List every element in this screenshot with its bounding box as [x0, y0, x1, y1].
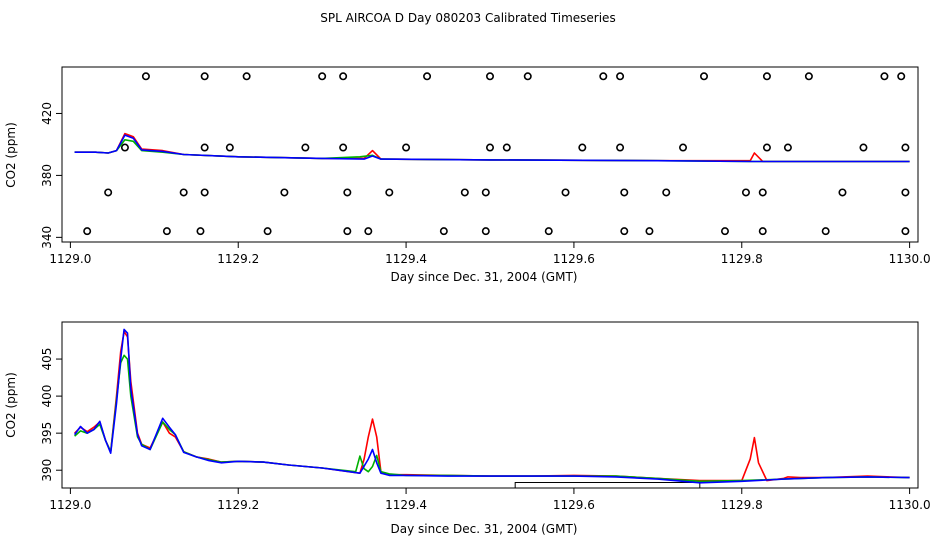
calibration-point [485, 72, 494, 81]
calibration-point [758, 227, 767, 236]
x-tick-label: 1129.6 [553, 252, 595, 266]
y-tick-label: 420 [40, 102, 54, 125]
calibration-point [200, 188, 209, 197]
calibration-point [200, 143, 209, 152]
top-y-axis-label: CO2 (ppm) [4, 122, 18, 188]
calibration-point [485, 143, 494, 152]
x-tick-label: 1129.2 [217, 498, 259, 512]
y-tick-label: 400 [40, 385, 54, 408]
calibration-point [439, 227, 448, 236]
calibration-point [679, 143, 688, 152]
x-tick-label: 1129.8 [721, 498, 763, 512]
y-tick-label: 405 [40, 348, 54, 371]
calibration-point [481, 227, 490, 236]
calibration-point [402, 143, 411, 152]
calibration-point [104, 188, 113, 197]
interval-bracket [514, 481, 701, 488]
y-tick-label: 395 [40, 422, 54, 445]
y-tick-label: 340 [40, 226, 54, 249]
calibration-point [741, 188, 750, 197]
x-tick-label: 1129.2 [217, 252, 259, 266]
x-tick-label: 1129.0 [49, 498, 91, 512]
bottom-axis-ticks: 1129.0 1129.2 1129.4 1129.6 1129.8 1130.0 390 3… [40, 348, 931, 512]
calibration-point [821, 227, 830, 236]
calibration-point [859, 143, 868, 152]
calibration-point [599, 72, 608, 81]
y-tick-label: 390 [40, 459, 54, 482]
calibration-point [561, 188, 570, 197]
calibration-point [620, 188, 629, 197]
calibration-point [225, 143, 234, 152]
calibration-point [838, 188, 847, 197]
y-tick-label: 380 [40, 164, 54, 187]
top-plot-frame [61, 66, 919, 243]
calibration-point [141, 72, 150, 81]
x-tick-label: 1130.0 [889, 252, 931, 266]
bottom-panel: 1129.0 1129.2 1129.4 1129.6 1129.8 1130.0 390 3… [4, 321, 931, 536]
calibration-point [162, 227, 171, 236]
top-calibration-points [83, 72, 910, 236]
series-line-blue [73, 328, 910, 484]
calibration-point [385, 188, 394, 197]
top-x-axis-label: Day since Dec. 31, 2004 (GMT) [391, 270, 578, 284]
top-panel: 1129.0 1129.2 1129.4 1129.6 1129.8 1130.0 340 3… [4, 66, 931, 284]
calibration-point [662, 188, 671, 197]
calibration-point [423, 72, 432, 81]
calibration-point [460, 188, 469, 197]
calibration-point [343, 188, 352, 197]
calibration-point [364, 227, 373, 236]
calibration-point [179, 188, 188, 197]
calibration-point [502, 143, 511, 152]
calibration-point [783, 143, 792, 152]
series-line-blue [74, 134, 910, 163]
bottom-x-axis-label: Day since Dec. 31, 2004 (GMT) [391, 522, 578, 536]
series-line-green [74, 354, 910, 483]
calibration-point [699, 72, 708, 81]
calibration-point [804, 72, 813, 81]
x-tick-label: 1129.8 [721, 252, 763, 266]
calibration-point [318, 72, 327, 81]
calibration-point [544, 227, 553, 236]
calibration-point [616, 72, 625, 81]
bottom-plot-frame [61, 321, 919, 489]
figure-title: SPL AIRCOA D Day 080203 Calibrated Times… [320, 11, 615, 25]
calibration-point [263, 227, 272, 236]
calibration-point [343, 227, 352, 236]
calibration-point [242, 72, 251, 81]
x-tick-label: 1129.6 [553, 498, 595, 512]
calibration-point [720, 227, 729, 236]
calibration-point [200, 72, 209, 81]
x-tick-label: 1129.4 [385, 498, 427, 512]
bottom-annotations [514, 481, 701, 488]
bottom-y-axis-label: CO2 (ppm) [4, 372, 18, 438]
calibration-point [645, 227, 654, 236]
calibration-point [481, 188, 490, 197]
calibration-point [901, 188, 910, 197]
calibration-point [196, 227, 205, 236]
calibration-point [620, 227, 629, 236]
calibration-point [758, 188, 767, 197]
calibration-point [339, 143, 348, 152]
calibration-point [901, 227, 910, 236]
bottom-series-lines [73, 328, 910, 484]
top-series-lines [74, 132, 910, 163]
x-tick-label: 1129.0 [49, 252, 91, 266]
calibration-point [616, 143, 625, 152]
calibration-point [880, 72, 889, 81]
calibration-point [578, 143, 587, 152]
calibration-point [523, 72, 532, 81]
calibration-point [301, 143, 310, 152]
calibration-point [762, 143, 771, 152]
calibration-point [83, 227, 92, 236]
x-tick-label: 1130.0 [889, 498, 931, 512]
top-axis-ticks: 1129.0 1129.2 1129.4 1129.6 1129.8 1130.0 340 3… [40, 102, 931, 266]
calibration-point [762, 72, 771, 81]
calibration-point [280, 188, 289, 197]
calibration-point [897, 72, 906, 81]
x-tick-label: 1129.4 [385, 252, 427, 266]
calibration-point [901, 143, 910, 152]
calibration-point [120, 143, 129, 152]
calibration-point [339, 72, 348, 81]
